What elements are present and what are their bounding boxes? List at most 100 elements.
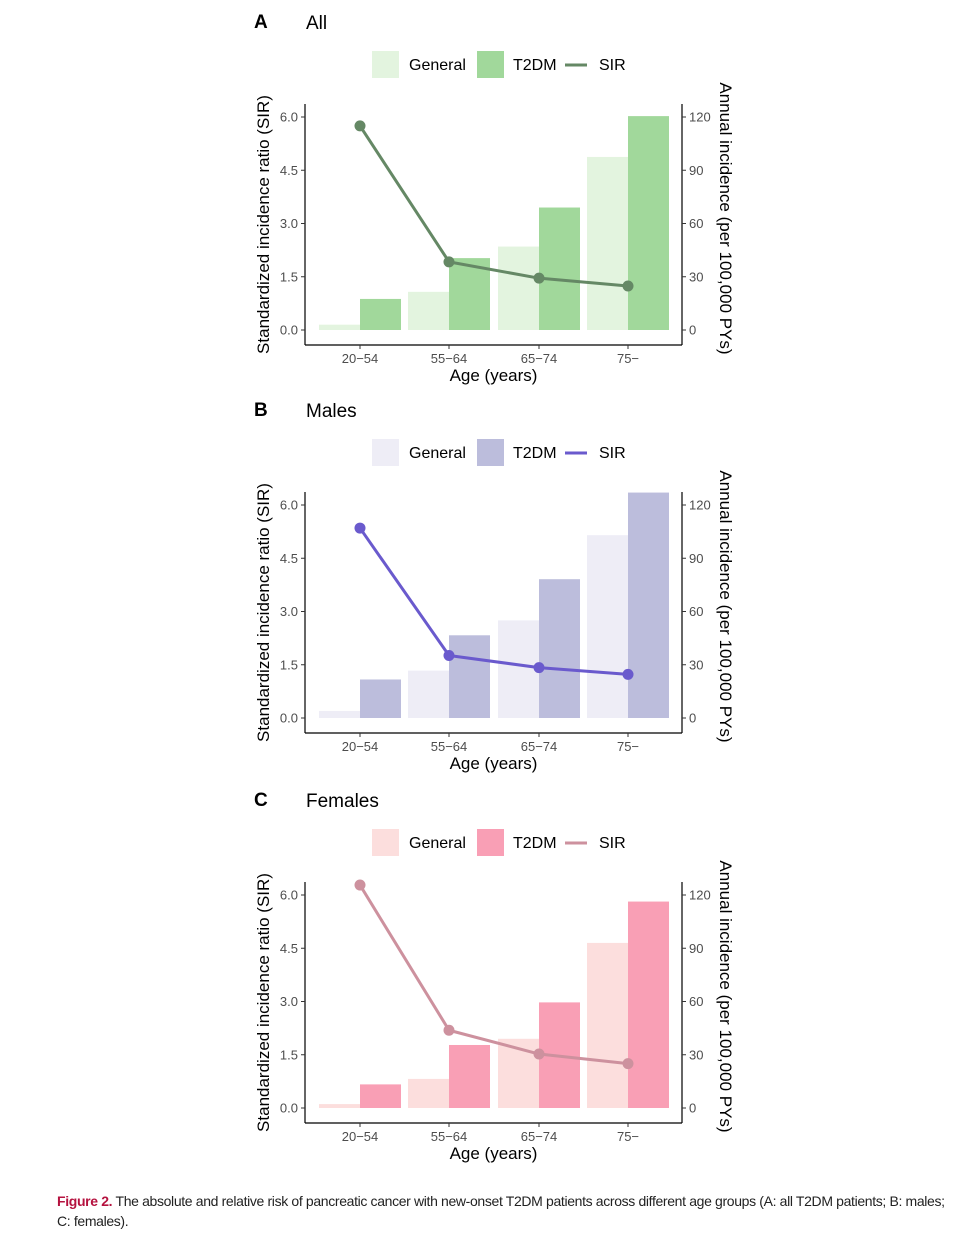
y-tick-label: 6.0 <box>280 498 298 513</box>
y-tick-label: 6.0 <box>280 888 298 903</box>
x-tick-label: 75− <box>617 1129 639 1144</box>
bar-general <box>408 670 449 718</box>
bar-t2dm <box>628 492 669 718</box>
chart-panel-b: B Males General T2DM SIR 0.0 1.5 3.0 4.5 6.0 0 30 60… <box>254 400 735 773</box>
x-axis-title: Age (years) <box>450 366 538 385</box>
x-tick-label: 65−74 <box>521 739 558 754</box>
x-axis-title: Age (years) <box>450 754 538 773</box>
y2-tick-label: 30 <box>689 657 703 672</box>
x-tick-label: 55−64 <box>431 739 468 754</box>
x-tick-label: 55−64 <box>431 351 468 366</box>
y2-tick-label: 0 <box>689 323 696 338</box>
legend-swatch-general <box>372 51 399 78</box>
bar-general <box>498 1038 539 1108</box>
y-tick-label: 1.5 <box>280 269 298 284</box>
bar-t2dm <box>539 579 580 718</box>
x-tick-label: 20−54 <box>342 1129 379 1144</box>
y2-tick-label: 30 <box>689 1047 703 1062</box>
panel-letter: C <box>254 790 268 811</box>
y2-tick-label: 90 <box>689 941 703 956</box>
bar-t2dm <box>449 1044 490 1108</box>
bar-general <box>498 246 539 330</box>
x-tick-label: 65−74 <box>521 1129 558 1144</box>
y-tick-label: 1.5 <box>280 1047 298 1062</box>
sir-point <box>354 120 366 132</box>
bar-t2dm <box>449 635 490 718</box>
panel-title: Males <box>306 401 357 422</box>
y-tick-label: 4.5 <box>280 941 298 956</box>
chart-panel-c: C Females General T2DM SIR 0.0 1.5 3.0 4.5 6.0 0 30… <box>254 790 735 1163</box>
bar-general <box>319 710 360 718</box>
sir-point <box>533 662 545 674</box>
legend-swatch-general <box>372 439 399 466</box>
bar-general <box>319 1104 360 1108</box>
y2-tick-label: 120 <box>689 110 711 125</box>
bar-t2dm <box>628 116 669 330</box>
legend-label-t2dm: T2DM <box>513 835 557 852</box>
sir-line <box>358 125 629 288</box>
y-tick-label: 3.0 <box>280 216 298 231</box>
bar-general <box>319 324 360 330</box>
y2-tick-label: 60 <box>689 604 703 619</box>
legend: General T2DM SIR <box>372 51 626 78</box>
y-axis-title: Standardized incidence ratio (SIR) <box>254 873 273 1132</box>
y-tick-label: 0.0 <box>280 323 298 338</box>
y2-axis-title: Annual incidence (per 100,000 PYs) <box>716 82 735 354</box>
bar-t2dm <box>360 298 401 330</box>
bar-general <box>587 156 628 330</box>
y2-tick-label: 90 <box>689 163 703 178</box>
sir-line <box>358 527 629 676</box>
x-axis-title: Age (years) <box>450 1144 538 1163</box>
y2-axis-title: Annual incidence (per 100,000 PYs) <box>716 470 735 742</box>
y-tick-label: 6.0 <box>280 110 298 125</box>
y-tick-label: 0.0 <box>280 711 298 726</box>
legend-label-general: General <box>409 835 466 852</box>
bar-general <box>408 1078 449 1108</box>
x-tick-label: 75− <box>617 739 639 754</box>
sir-point <box>622 668 634 680</box>
sir-point <box>443 1024 455 1036</box>
y2-tick-label: 30 <box>689 269 703 284</box>
figure-caption: Figure 2. The absolute and relative risk… <box>57 1191 947 1231</box>
figure-label: Figure 2. <box>57 1193 113 1209</box>
legend-label-general: General <box>409 57 466 74</box>
bar-t2dm <box>628 901 669 1108</box>
y2-axis-title: Annual incidence (per 100,000 PYs) <box>716 860 735 1132</box>
panel-letter: A <box>254 12 268 33</box>
y-axis-title: Standardized incidence ratio (SIR) <box>254 95 273 354</box>
sir-point <box>622 1058 634 1070</box>
legend-swatch-t2dm <box>477 439 504 466</box>
y2-tick-label: 90 <box>689 551 703 566</box>
y-tick-label: 3.0 <box>280 994 298 1009</box>
legend-label-sir: SIR <box>599 835 626 852</box>
y-tick-label: 4.5 <box>280 551 298 566</box>
panel-letter: B <box>254 400 268 421</box>
bar-t2dm <box>449 258 490 330</box>
y2-tick-label: 120 <box>689 888 711 903</box>
legend-label-t2dm: T2DM <box>513 445 557 462</box>
bar-general <box>498 620 539 718</box>
y2-tick-label: 0 <box>689 711 696 726</box>
x-tick-label: 75− <box>617 351 639 366</box>
y-axis-title: Standardized incidence ratio (SIR) <box>254 483 273 742</box>
panel-title: All <box>306 13 327 34</box>
sir-point <box>622 280 634 292</box>
legend-label-sir: SIR <box>599 57 626 74</box>
bar-t2dm <box>360 679 401 718</box>
y2-tick-label: 120 <box>689 498 711 513</box>
legend-swatch-general <box>372 829 399 856</box>
y2-tick-label: 60 <box>689 216 703 231</box>
sir-point <box>533 1048 545 1060</box>
sir-point <box>443 650 455 662</box>
y-tick-label: 0.0 <box>280 1101 298 1116</box>
bar-t2dm <box>539 207 580 330</box>
legend-label-sir: SIR <box>599 445 626 462</box>
chart-panel-a: A All General T2DM SIR 0.0 1.5 3.0 4.5 6.0 0 30 60 90… <box>254 12 735 385</box>
y2-tick-label: 0 <box>689 1101 696 1116</box>
sir-point <box>443 256 455 268</box>
y2-tick-label: 60 <box>689 994 703 1009</box>
y-tick-label: 1.5 <box>280 657 298 672</box>
y-tick-label: 3.0 <box>280 604 298 619</box>
bar-general <box>408 291 449 330</box>
x-tick-label: 20−54 <box>342 351 379 366</box>
